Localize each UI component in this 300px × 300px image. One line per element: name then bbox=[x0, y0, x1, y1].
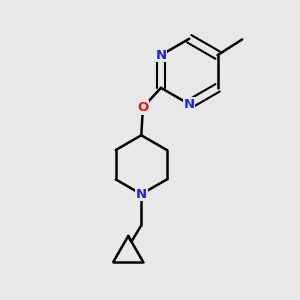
Text: N: N bbox=[184, 98, 195, 111]
Text: N: N bbox=[155, 49, 167, 62]
Text: O: O bbox=[137, 101, 148, 114]
Text: N: N bbox=[136, 188, 147, 201]
